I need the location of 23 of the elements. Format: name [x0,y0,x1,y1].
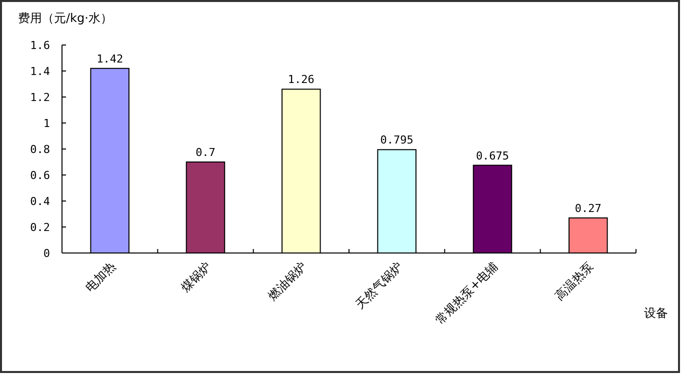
x-tick-label: 燃油锅炉 [265,259,310,304]
y-tick-label: 1.4 [30,65,50,78]
data-label: 0.7 [196,146,216,159]
data-label: 0.795 [380,134,414,147]
y-axis-title: 费用（元/kg·水） [18,11,112,25]
y-tick-label: 0.2 [30,221,50,234]
x-tick-label: 高温热泵 [552,259,596,304]
y-tick-label: 1.2 [30,91,50,104]
y-tick-label: 0 [43,247,50,260]
data-label: 1.26 [288,73,314,86]
x-tick-label: 天然气锅炉 [352,259,405,312]
data-label: 0.675 [476,149,510,162]
data-label: 1.42 [96,52,124,66]
data-label: 0.27 [574,202,602,215]
x-tick-label: 电加热 [82,259,118,295]
y-tick-label: 1.6 [30,39,50,52]
x-axis-title: 设备 [644,306,668,320]
y-tick-label: 0.6 [30,169,50,182]
y-tick-label: 1 [43,117,50,130]
x-tick-label: 煤锅炉 [178,259,214,295]
y-tick-label: 0.8 [30,143,50,156]
x-tick-label: 常规热泵+电辅 [432,259,501,328]
y-tick-label: 0.4 [30,195,50,208]
